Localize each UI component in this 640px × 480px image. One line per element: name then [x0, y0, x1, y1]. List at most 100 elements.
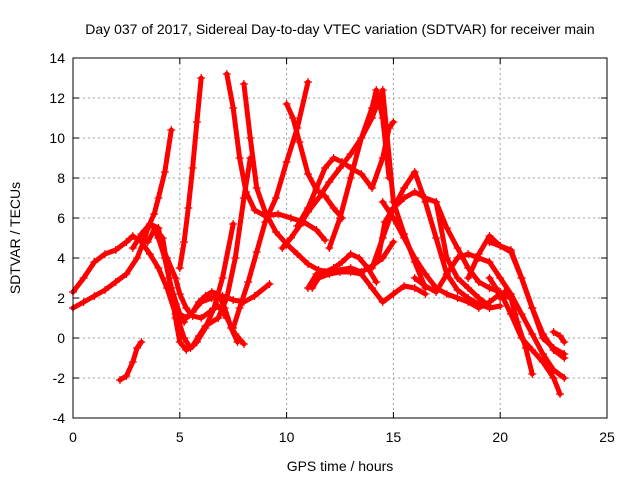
data-point-marker [250, 292, 259, 300]
series-2 [115, 338, 146, 384]
y-tick-label: -2 [53, 370, 66, 386]
data-point-marker [346, 268, 355, 276]
data-point-marker [485, 274, 494, 282]
y-tick-label: 4 [57, 250, 65, 266]
data-point-marker [286, 214, 295, 222]
data-point-marker [282, 158, 291, 166]
data-point-marker [325, 178, 334, 186]
data-point-marker [556, 390, 565, 398]
data-point-marker [214, 314, 223, 322]
data-point-marker [314, 194, 323, 202]
data-point-marker [321, 164, 330, 172]
data-point-marker [122, 238, 131, 246]
x-tick-label: 20 [492, 429, 508, 445]
y-tick-label: -4 [53, 410, 66, 426]
data-point-marker [182, 314, 191, 322]
data-point-marker [385, 124, 394, 132]
data-point-marker [250, 206, 259, 214]
data-point-marker [209, 304, 218, 312]
data-point-marker [491, 284, 500, 292]
data-point-marker [165, 274, 174, 282]
data-point-marker [143, 238, 152, 246]
x-axis-label: GPS time / hours [287, 458, 394, 474]
data-point-marker [229, 324, 238, 332]
data-point-marker [195, 332, 204, 340]
data-point-marker [145, 220, 154, 228]
series-26 [549, 328, 569, 346]
data-point-marker [368, 104, 377, 112]
data-point-marker [289, 114, 298, 122]
data-point-marker [293, 222, 302, 230]
data-point-marker [336, 164, 344, 172]
data-point-marker [389, 238, 398, 246]
data-point-marker [252, 248, 261, 256]
data-point-marker [111, 246, 120, 254]
data-point-marker [239, 340, 248, 348]
data-point-marker [312, 226, 321, 234]
series-line [177, 75, 204, 271]
data-point-marker [474, 294, 483, 302]
data-point-marker [184, 204, 193, 212]
x-tick-label: 25 [599, 429, 615, 445]
series-11 [229, 78, 312, 332]
data-point-marker [222, 294, 231, 302]
data-point-marker [90, 258, 99, 266]
x-axis-ticks: 0 5 10 15 20 25 [69, 58, 615, 445]
data-point-marker [182, 346, 191, 354]
series-25 [485, 274, 537, 378]
data-point-marker [521, 344, 530, 352]
data-point-marker [374, 254, 383, 262]
data-point-marker [464, 284, 473, 292]
data-point-marker [314, 274, 323, 282]
data-point-marker [201, 292, 210, 300]
series-23 [464, 232, 569, 358]
data-point-marker [453, 294, 462, 302]
data-point-marker [372, 278, 381, 286]
data-point-marker [150, 210, 159, 218]
data-point-marker [389, 290, 398, 298]
data-point-marker [432, 234, 441, 242]
data-point-marker [442, 254, 451, 262]
data-point-marker [453, 244, 462, 252]
x-tick-label: 5 [176, 429, 184, 445]
data-point-marker [538, 330, 547, 338]
data-point-marker [312, 184, 321, 192]
series-line [151, 155, 253, 353]
data-point-marker [271, 194, 280, 202]
data-point-marker [528, 304, 537, 312]
data-point-marker [357, 134, 366, 142]
data-point-marker [303, 260, 312, 268]
data-point-marker [346, 174, 355, 182]
data-point-marker [90, 292, 99, 300]
data-point-marker [182, 304, 191, 312]
data-point-marker [282, 100, 291, 108]
series-line [294, 119, 396, 229]
data-point-marker [400, 234, 409, 242]
data-point-marker [154, 264, 163, 272]
data-point-marker [474, 304, 483, 312]
data-point-marker [235, 154, 244, 162]
data-point-marker [560, 354, 569, 362]
data-point-marker [513, 318, 522, 326]
data-point-marker [357, 170, 366, 178]
data-point-marker [195, 298, 204, 306]
data-point-marker [244, 278, 253, 286]
data-point-marker [252, 184, 261, 192]
data-point-marker [400, 282, 409, 290]
y-tick-label: 10 [49, 130, 65, 146]
data-point-marker [231, 254, 240, 262]
data-point-marker [500, 288, 509, 296]
data-point-marker [338, 258, 347, 266]
data-point-marker [207, 288, 216, 296]
data-point-marker [197, 74, 206, 82]
data-point-marker [400, 184, 409, 192]
data-point-marker [79, 274, 88, 282]
data-point-marker [474, 278, 483, 286]
data-point-marker [229, 104, 238, 112]
data-point-marker [115, 376, 124, 384]
data-point-marker [442, 224, 451, 232]
data-point-marker [218, 274, 227, 282]
y-tick-label: 6 [57, 210, 65, 226]
data-point-marker [329, 204, 338, 212]
data-point-marker [321, 236, 330, 244]
